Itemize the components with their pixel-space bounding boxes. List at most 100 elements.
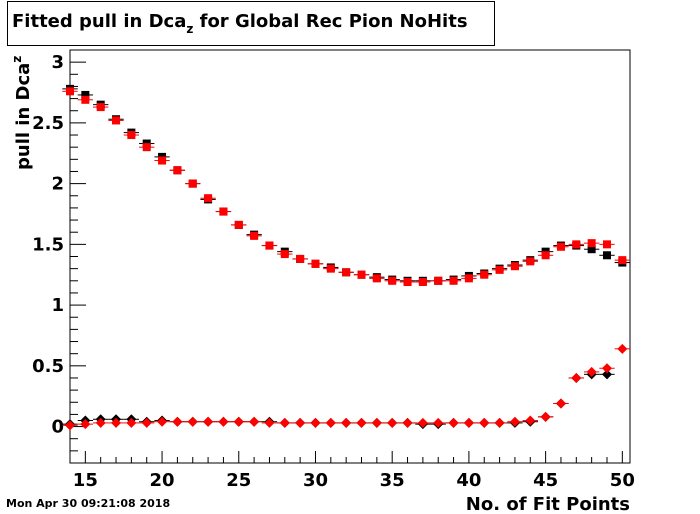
data-point-diamond [279, 417, 290, 428]
data-point-diamond [387, 417, 398, 428]
y-tick-label: 1 [51, 295, 64, 316]
data-point-square [541, 251, 550, 260]
y-tick-label: 2 [51, 174, 64, 195]
data-point-square [158, 156, 167, 165]
data-point-square [464, 274, 473, 283]
y-tick-label: 1.5 [32, 234, 64, 255]
data-point-diamond [295, 417, 306, 428]
data-point-diamond [141, 417, 152, 428]
data-point-diamond [601, 369, 612, 380]
data-point-diamond [111, 417, 122, 428]
data-point-diamond [80, 419, 91, 430]
data-point-square [526, 257, 535, 266]
data-point-diamond [448, 417, 459, 428]
data-point-square [280, 250, 289, 259]
y-tick-label: 3 [51, 52, 64, 73]
data-point-diamond [417, 417, 428, 428]
x-tick-label: 45 [533, 470, 558, 491]
x-tick-label: 30 [303, 470, 328, 491]
data-point-diamond [157, 416, 168, 427]
data-point-diamond [187, 416, 198, 427]
timestamp: Mon Apr 30 09:21:08 2018 [6, 497, 171, 510]
data-point-diamond [617, 343, 628, 354]
y-axis-title-subscript: z [10, 56, 24, 63]
y-axis-title: pull in Dcaz [10, 56, 34, 170]
data-point-square [342, 268, 351, 277]
data-point-square [188, 179, 197, 188]
y-tick-label: 0.5 [32, 356, 64, 377]
data-point-square [556, 242, 565, 251]
data-point-diamond [65, 420, 75, 431]
data-point-diamond [509, 416, 520, 427]
data-point-diamond [233, 416, 244, 427]
data-point-diamond [126, 417, 137, 428]
data-point-diamond [341, 417, 352, 428]
y-tick-label: 0 [51, 417, 64, 438]
data-point-square [357, 270, 366, 279]
data-point-diamond [310, 417, 321, 428]
data-point-square [81, 90, 90, 99]
data-markers [65, 84, 628, 431]
data-point-square [618, 256, 627, 265]
data-point-square [265, 241, 274, 250]
data-point-square [219, 207, 228, 216]
chart-title-suffix: for Global Rec Pion NoHits [193, 11, 468, 32]
data-point-square [311, 259, 320, 268]
data-point-square [587, 239, 596, 248]
data-point-square [449, 276, 458, 285]
data-point-square [66, 87, 74, 96]
data-point-square [495, 265, 504, 274]
data-point-diamond [601, 363, 612, 374]
data-point-diamond [555, 398, 566, 409]
data-point-diamond [172, 416, 183, 427]
data-point-diamond [203, 416, 214, 427]
data-point-diamond [586, 366, 597, 377]
data-point-diamond [433, 417, 444, 428]
y-tick-label: 2.5 [32, 113, 64, 134]
data-point-square [127, 131, 136, 140]
data-point-square [510, 262, 519, 271]
data-point-square [434, 276, 443, 285]
data-point-square [173, 166, 182, 175]
x-tick-label: 35 [380, 470, 405, 491]
data-point-diamond [249, 416, 260, 427]
data-point-diamond [463, 417, 474, 428]
x-tick-label: 20 [150, 470, 175, 491]
data-point-square [572, 240, 581, 249]
data-point-square [204, 194, 213, 203]
axis-ticks [69, 49, 623, 464]
data-point-square [418, 278, 427, 287]
data-point-diamond [479, 417, 490, 428]
x-tick-label: 25 [226, 470, 251, 491]
data-point-diamond [371, 417, 382, 428]
data-point-square [372, 274, 381, 283]
data-point-square [234, 220, 243, 229]
chart-title-prefix: Fitted pull in Dca [12, 11, 187, 32]
data-point-square [81, 95, 90, 104]
x-axis-title: No. of Fit Points [466, 494, 630, 514]
chart-title-box: Fitted pull in Dcaz for Global Rec Pion … [7, 1, 495, 46]
data-point-diamond [525, 415, 536, 426]
data-point-square [112, 116, 121, 125]
data-point-diamond [540, 411, 551, 422]
data-point-square [587, 245, 596, 254]
data-point-diamond [218, 416, 229, 427]
data-point-diamond [356, 417, 367, 428]
data-point-square [326, 264, 335, 273]
data-point-diamond [95, 417, 106, 428]
chart-title: Fitted pull in Dcaz for Global Rec Pion … [12, 11, 468, 36]
data-point-square [602, 240, 611, 249]
x-tick-label: 40 [456, 470, 481, 491]
y-axis-title-main: pull in Dca [13, 63, 34, 170]
data-point-diamond [494, 417, 505, 428]
data-point-square [388, 276, 397, 285]
axis-tick-labels: 15 20 25 30 35 40 45 50 0 0.5 1 1.5 2 2.5 3 [32, 52, 635, 491]
data-point-square [602, 251, 611, 260]
data-point-square [142, 143, 151, 152]
data-point-square [296, 254, 305, 263]
data-point-square [480, 270, 489, 279]
data-point-square [96, 103, 105, 112]
data-point-diamond [325, 417, 336, 428]
data-point-square [250, 231, 259, 240]
data-point-diamond [571, 372, 582, 383]
